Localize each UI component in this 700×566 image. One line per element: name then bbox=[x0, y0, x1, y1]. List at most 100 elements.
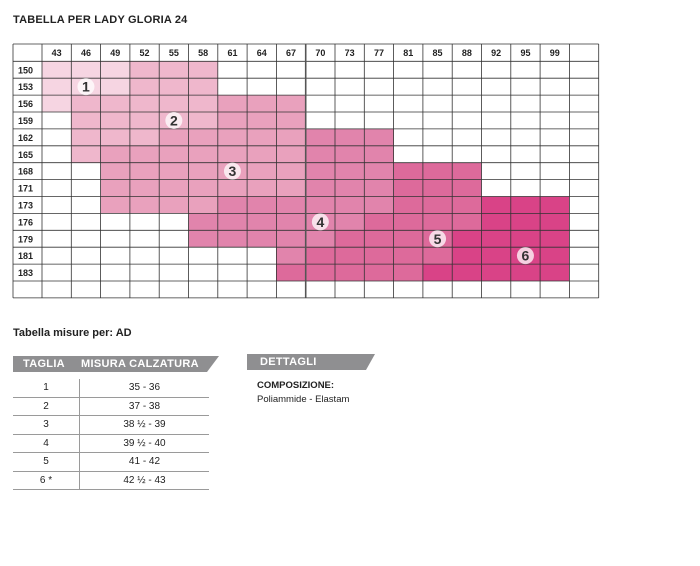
row-header-label: 153 bbox=[18, 82, 33, 92]
size-cell-fill bbox=[393, 162, 423, 180]
size-cell: 4 bbox=[13, 434, 80, 453]
table-row: 4 39 ½ - 40 bbox=[13, 434, 209, 453]
size-cell-fill bbox=[481, 213, 511, 231]
size-cell-fill bbox=[364, 128, 394, 146]
size-cell-fill bbox=[510, 230, 541, 248]
size-cell-fill bbox=[452, 162, 482, 180]
row-header-label: 173 bbox=[18, 200, 33, 210]
size-cell-fill bbox=[335, 213, 365, 231]
size-cell-fill bbox=[188, 162, 218, 180]
size-cell-fill bbox=[100, 95, 130, 112]
column-header-label: 85 bbox=[433, 48, 443, 58]
size-cell-fill bbox=[305, 247, 335, 265]
page-title: TABELLA PER LADY GLORIA 24 bbox=[13, 14, 188, 26]
size-cell-fill bbox=[452, 196, 482, 214]
shoe-size-cell: 37 - 38 bbox=[79, 397, 209, 416]
size-cell-fill bbox=[247, 230, 277, 248]
size-cell-fill bbox=[217, 95, 248, 112]
size-cell-fill bbox=[276, 213, 306, 231]
size-cell-fill bbox=[335, 247, 365, 265]
size-cell-fill bbox=[393, 230, 423, 248]
size-cell-fill bbox=[452, 264, 482, 281]
size-cell-fill bbox=[452, 179, 482, 197]
size-label-badge bbox=[516, 247, 534, 265]
size-cell-fill bbox=[335, 145, 365, 163]
size-cell-fill bbox=[188, 213, 218, 231]
column-header-label: 77 bbox=[374, 48, 384, 58]
size-cell-fill bbox=[335, 128, 365, 146]
size-cell: 6 * bbox=[13, 471, 80, 490]
size-cell-fill bbox=[276, 230, 306, 248]
size-cell-fill bbox=[159, 145, 189, 163]
table-row: 3 38 ½ - 39 bbox=[13, 415, 209, 435]
size-cell-fill bbox=[540, 230, 570, 248]
size-label: 1 bbox=[82, 79, 90, 95]
size-cell-fill bbox=[247, 128, 277, 146]
size-cell-fill bbox=[276, 128, 306, 146]
size-cell-fill bbox=[364, 230, 394, 248]
table-row: 6 * 42 ½ - 43 bbox=[13, 471, 209, 490]
size-cell-fill bbox=[129, 128, 160, 146]
size-cell-fill bbox=[159, 196, 189, 214]
size-cell-fill bbox=[540, 196, 570, 214]
composition-label: COMPOSIZIONE: bbox=[257, 380, 335, 391]
size-cell-fill bbox=[481, 247, 511, 265]
size-cell-fill bbox=[247, 196, 277, 214]
size-cell-fill bbox=[247, 162, 277, 180]
table-row: 5 41 - 42 bbox=[13, 452, 209, 472]
row-header-label: 176 bbox=[18, 217, 33, 227]
size-label-badge bbox=[429, 230, 447, 248]
size-cell-fill bbox=[100, 78, 130, 96]
size-cell-fill bbox=[276, 264, 306, 281]
size-cell-fill bbox=[100, 179, 130, 197]
size-cell-fill bbox=[276, 112, 306, 129]
size-cell-fill bbox=[217, 230, 248, 248]
size-table-header: TAGLIA MISURA CALZATURA bbox=[13, 356, 219, 372]
size-cell-fill bbox=[159, 78, 189, 96]
row-header-label: 159 bbox=[18, 116, 33, 126]
size-cell-fill bbox=[481, 264, 511, 281]
size-cell: 3 bbox=[13, 415, 80, 435]
size-cell-fill bbox=[129, 61, 160, 79]
size-label-badge bbox=[311, 213, 329, 231]
size-chart-grid: 43 46 49 52 55 58 61 64 67 70 73 77 81 85 88 92 95 991501… bbox=[12, 43, 600, 299]
column-header-label: 67 bbox=[286, 48, 296, 58]
size-cell-fill bbox=[129, 78, 160, 96]
size-cell-fill bbox=[335, 264, 365, 281]
size-cell-fill bbox=[217, 128, 248, 146]
size-cell-fill bbox=[217, 213, 248, 231]
size-cell-fill bbox=[305, 230, 335, 248]
size-cell-fill bbox=[100, 112, 130, 129]
size-cell-fill bbox=[100, 61, 130, 79]
table-row: 2 37 - 38 bbox=[13, 397, 209, 416]
size-label-badge bbox=[77, 78, 95, 96]
size-cell-fill bbox=[510, 213, 541, 231]
size-cell-fill bbox=[159, 61, 189, 79]
size-cell-fill bbox=[510, 196, 541, 214]
size-cell-fill bbox=[247, 95, 277, 112]
details-header: DETTAGLI bbox=[247, 354, 375, 370]
size-cell-fill bbox=[247, 179, 277, 197]
size-cell-fill bbox=[129, 95, 160, 112]
section-title: Tabella misure per: AD bbox=[13, 327, 132, 339]
shoe-size-cell: 42 ½ - 43 bbox=[79, 471, 209, 490]
size-cell-fill bbox=[364, 145, 394, 163]
size-cell: 1 bbox=[13, 379, 80, 398]
size-cell-fill bbox=[100, 145, 130, 163]
size-cell-fill bbox=[71, 128, 101, 146]
size-cell-fill bbox=[422, 179, 453, 197]
shoe-size-column-header: MISURA CALZATURA bbox=[81, 358, 199, 370]
size-label-badge bbox=[223, 162, 241, 180]
size-cell-fill bbox=[393, 213, 423, 231]
row-header-label: 165 bbox=[18, 150, 33, 160]
size-cell-fill bbox=[188, 128, 218, 146]
size-cell-fill bbox=[159, 95, 189, 112]
size-cell-fill bbox=[159, 162, 189, 180]
size-cell-fill bbox=[188, 196, 218, 214]
size-label: 5 bbox=[434, 231, 442, 247]
column-header-label: 64 bbox=[257, 48, 267, 58]
size-cell-fill bbox=[188, 179, 218, 197]
row-header-label: 183 bbox=[18, 268, 33, 278]
row-header-label: 181 bbox=[18, 251, 33, 261]
size-cell-fill bbox=[510, 264, 541, 281]
